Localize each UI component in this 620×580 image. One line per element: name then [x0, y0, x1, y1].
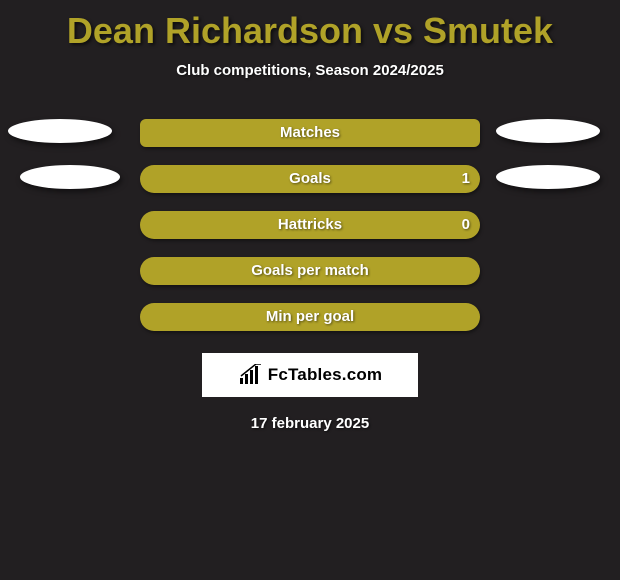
- stat-label: Matches: [140, 119, 480, 147]
- stat-row-goals: Goals 1: [140, 165, 480, 193]
- avatar-left: [8, 119, 120, 189]
- brand-text: FcTables.com: [268, 365, 383, 385]
- avatar-right-head: [496, 119, 600, 143]
- subtitle: Club competitions, Season 2024/2025: [0, 62, 620, 79]
- stat-label: Min per goal: [140, 303, 480, 331]
- avatar-left-head: [8, 119, 112, 143]
- footer-date: 17 february 2025: [0, 415, 620, 432]
- page-title: Dean Richardson vs Smutek: [0, 0, 620, 52]
- avatar-right: [496, 119, 600, 189]
- stat-bars: Matches Goals 1 Hattricks 0 Goals per ma…: [140, 119, 480, 331]
- stat-label: Goals: [140, 165, 480, 193]
- stat-row-hattricks: Hattricks 0: [140, 211, 480, 239]
- stats-area: Matches Goals 1 Hattricks 0 Goals per ma…: [0, 119, 620, 331]
- avatar-left-body: [20, 165, 120, 189]
- stat-row-matches: Matches: [140, 119, 480, 147]
- stat-row-mpg: Min per goal: [140, 303, 480, 331]
- stat-value: 0: [462, 211, 470, 239]
- avatar-right-body: [496, 165, 600, 189]
- brand-box: FcTables.com: [202, 353, 418, 397]
- brand-bars-icon: [238, 364, 264, 386]
- stat-label: Hattricks: [140, 211, 480, 239]
- stat-value: 1: [462, 165, 470, 193]
- stat-label: Goals per match: [140, 257, 480, 285]
- stat-row-gpm: Goals per match: [140, 257, 480, 285]
